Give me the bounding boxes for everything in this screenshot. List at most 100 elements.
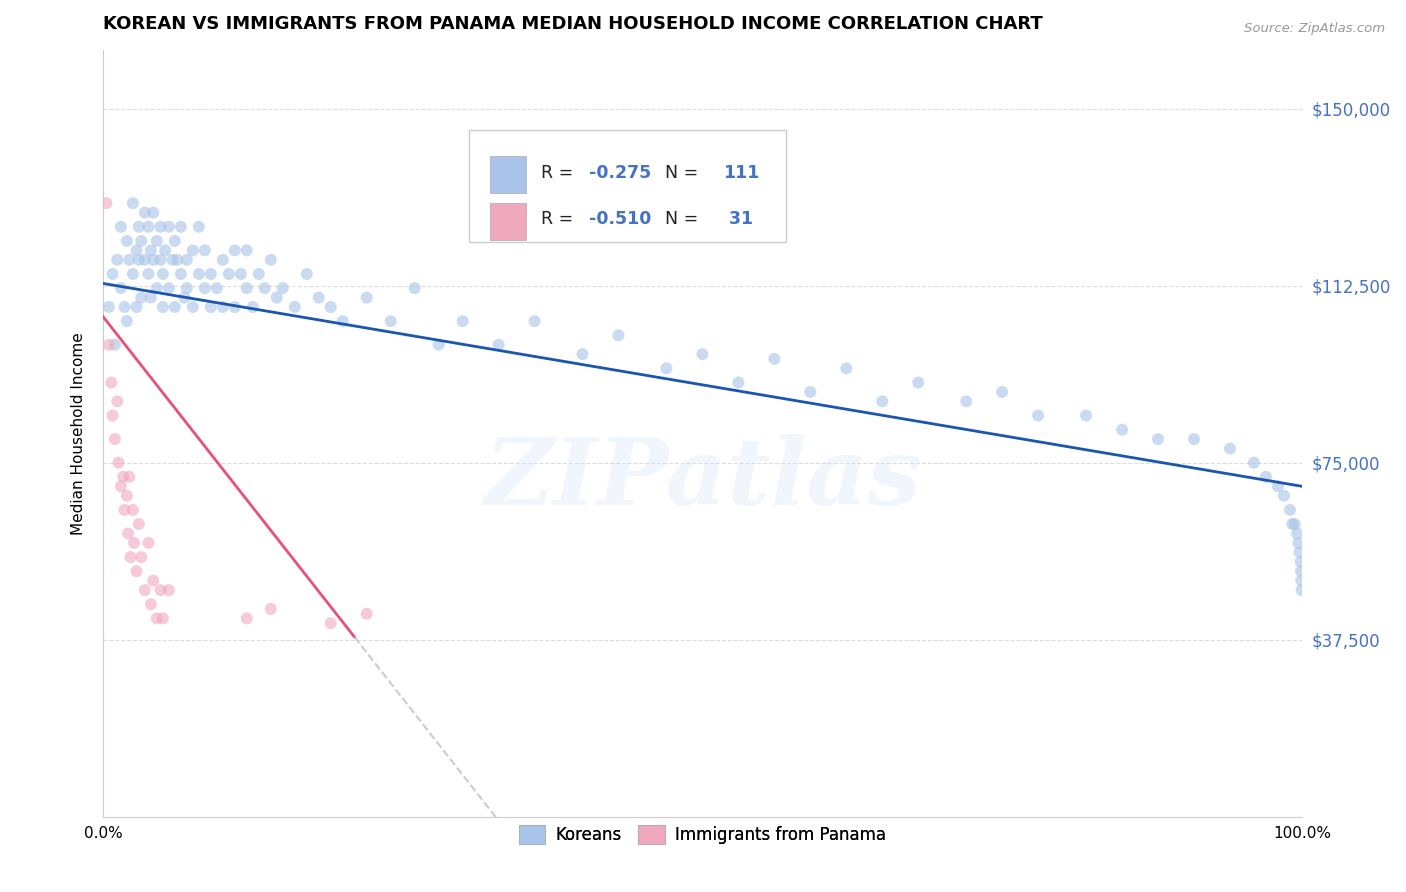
Point (115, 489, 138, 503)
Point (118, 470, 141, 484)
Point (122, 503, 145, 517)
Point (96, 196, 118, 211)
Point (162, 252, 184, 267)
Point (1291, 583, 1313, 598)
Point (523, 314, 546, 328)
Point (104, 337, 127, 351)
Point (194, 244, 217, 258)
Point (1267, 479, 1289, 493)
Point (1243, 456, 1265, 470)
Point (308, 291, 330, 305)
Point (319, 300, 342, 314)
Point (176, 281, 198, 295)
Point (110, 479, 132, 493)
Point (163, 300, 186, 314)
Point (122, 196, 145, 211)
Point (120, 550, 142, 565)
Point (152, 300, 174, 314)
Point (128, 252, 150, 267)
Point (138, 536, 160, 550)
Point (224, 244, 246, 258)
Point (155, 244, 177, 258)
Point (295, 267, 318, 281)
Point (236, 611, 259, 625)
Point (356, 607, 378, 621)
Point (224, 300, 246, 314)
Point (129, 234, 152, 248)
Point (236, 281, 259, 295)
Point (134, 252, 156, 267)
Point (1147, 432, 1170, 446)
Point (97, 337, 120, 351)
Point (1074, 409, 1097, 423)
Point (271, 281, 294, 295)
Point (139, 597, 162, 611)
Point (157, 219, 180, 234)
Point (176, 252, 198, 267)
Point (110, 281, 132, 295)
Point (284, 300, 307, 314)
Point (835, 361, 858, 376)
Point (692, 347, 714, 361)
Text: ZIPatlas: ZIPatlas (484, 434, 921, 524)
Point (157, 281, 180, 295)
Point (1111, 423, 1133, 437)
Point (229, 267, 252, 281)
Point (1026, 409, 1049, 423)
Point (104, 432, 127, 446)
Point (488, 337, 510, 351)
Point (799, 384, 821, 399)
FancyBboxPatch shape (491, 156, 526, 194)
Point (105, 252, 128, 267)
Point (332, 314, 354, 328)
Point (187, 219, 209, 234)
Point (1289, 555, 1312, 569)
Point (955, 394, 977, 409)
Point (380, 314, 402, 328)
Point (1278, 503, 1301, 517)
Point (166, 252, 188, 267)
Point (1286, 526, 1309, 541)
Point (181, 300, 204, 314)
Point (187, 267, 209, 281)
Point (114, 300, 136, 314)
Point (1288, 545, 1310, 559)
Point (142, 252, 165, 267)
Point (1289, 564, 1312, 578)
Point (260, 602, 283, 616)
Point (117, 526, 139, 541)
Point (134, 583, 156, 598)
Point (142, 205, 165, 219)
Point (1272, 489, 1295, 503)
Point (211, 300, 233, 314)
Point (129, 291, 152, 305)
Text: KOREAN VS IMMIGRANTS FROM PANAMA MEDIAN HOUSEHOLD INCOME CORRELATION CHART: KOREAN VS IMMIGRANTS FROM PANAMA MEDIAN … (103, 15, 1043, 33)
Point (128, 516, 150, 531)
Point (1291, 574, 1313, 588)
Point (991, 384, 1014, 399)
Point (200, 267, 222, 281)
Point (138, 219, 160, 234)
Point (115, 234, 138, 248)
Point (100, 376, 122, 390)
Point (101, 409, 124, 423)
Point (146, 611, 169, 625)
Point (1284, 516, 1306, 531)
Point (107, 456, 129, 470)
Point (1254, 470, 1277, 484)
Point (138, 267, 160, 281)
Point (139, 244, 162, 258)
Point (122, 267, 145, 281)
Text: N =: N = (654, 211, 704, 228)
Point (427, 337, 450, 351)
Point (763, 351, 786, 366)
Text: N =: N = (654, 163, 704, 182)
Text: -0.510: -0.510 (589, 211, 651, 228)
Point (115, 314, 138, 328)
Point (149, 219, 172, 234)
Point (194, 281, 217, 295)
Point (128, 219, 150, 234)
Point (260, 252, 283, 267)
Point (319, 616, 342, 631)
Point (170, 219, 193, 234)
